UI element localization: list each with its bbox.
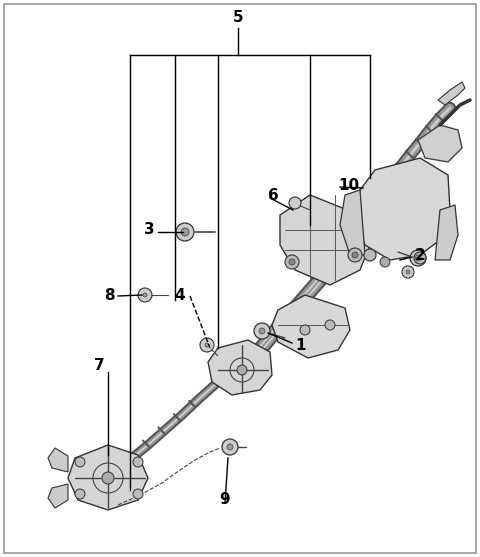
Circle shape: [289, 259, 295, 265]
Polygon shape: [280, 195, 370, 285]
Polygon shape: [340, 190, 365, 255]
Circle shape: [254, 323, 270, 339]
Circle shape: [133, 457, 143, 467]
Circle shape: [348, 248, 362, 262]
Circle shape: [352, 252, 358, 258]
Circle shape: [325, 320, 335, 330]
Circle shape: [75, 489, 85, 499]
Text: 2: 2: [415, 247, 426, 262]
Circle shape: [143, 293, 147, 297]
Polygon shape: [435, 205, 458, 260]
Text: 9: 9: [220, 492, 230, 507]
Circle shape: [406, 270, 410, 274]
Text: 4: 4: [174, 287, 185, 302]
Polygon shape: [48, 448, 68, 472]
Polygon shape: [418, 125, 462, 162]
Polygon shape: [48, 484, 68, 508]
Circle shape: [176, 223, 194, 241]
Circle shape: [402, 266, 414, 278]
Polygon shape: [272, 295, 350, 358]
Circle shape: [259, 328, 265, 334]
Text: 7: 7: [95, 358, 105, 373]
Text: 3: 3: [144, 222, 155, 237]
Text: 6: 6: [268, 188, 279, 203]
Circle shape: [227, 444, 233, 450]
Circle shape: [205, 343, 209, 347]
Circle shape: [75, 457, 85, 467]
Polygon shape: [438, 82, 465, 105]
Circle shape: [414, 252, 426, 264]
Circle shape: [380, 257, 390, 267]
Text: 5: 5: [233, 11, 243, 26]
Circle shape: [364, 249, 376, 261]
Circle shape: [181, 228, 189, 236]
Circle shape: [133, 489, 143, 499]
Circle shape: [200, 338, 214, 352]
Text: 10: 10: [338, 178, 359, 193]
Circle shape: [415, 255, 421, 261]
Circle shape: [102, 472, 114, 484]
Circle shape: [300, 325, 310, 335]
Circle shape: [222, 439, 238, 455]
Polygon shape: [355, 158, 450, 260]
Circle shape: [138, 288, 152, 302]
Circle shape: [410, 250, 426, 266]
Circle shape: [285, 255, 299, 269]
Circle shape: [289, 197, 301, 209]
Circle shape: [237, 365, 247, 375]
Text: 8: 8: [104, 287, 115, 302]
Polygon shape: [68, 445, 148, 510]
Polygon shape: [208, 340, 272, 395]
Text: 1: 1: [295, 338, 305, 353]
